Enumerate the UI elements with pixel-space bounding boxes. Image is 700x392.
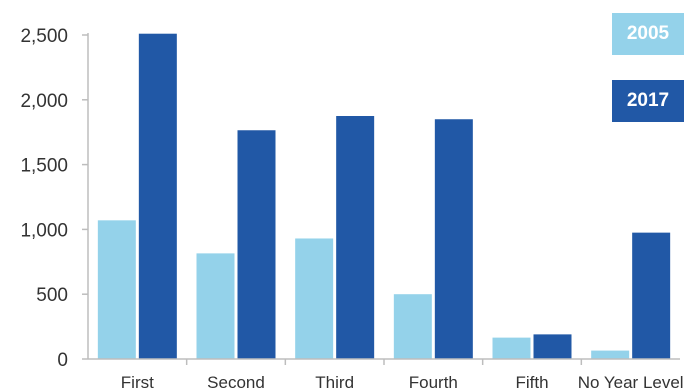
y-tick-label: 1,000 <box>20 220 68 241</box>
bar-2005-fifth <box>492 337 531 359</box>
x-tick-label: No Year Level <box>578 373 684 392</box>
y-tick-label: 2,500 <box>20 26 68 47</box>
bar-2017-second <box>237 130 276 359</box>
y-tick-label: 500 <box>36 285 68 306</box>
bar-2017-no-year-level <box>632 232 671 359</box>
y-axis: 0 500 1,000 1,500 2,000 2,500 <box>20 26 89 371</box>
y-tick-label: 2,000 <box>20 91 68 112</box>
bar-2005-no-year-level <box>591 350 630 359</box>
bar-2017-fourth <box>434 119 473 360</box>
legend-2005: 2005 <box>612 13 684 55</box>
bar-2017-first <box>138 33 177 359</box>
bars <box>97 33 671 360</box>
legend-2017: 2017 <box>612 80 684 122</box>
y-tick-label: 1,500 <box>20 156 68 177</box>
bar-2005-first <box>97 220 136 359</box>
x-tick-label: Fifth <box>515 373 548 392</box>
bar-2005-fourth <box>393 294 432 359</box>
bar-2005-second <box>196 253 235 359</box>
bar-2005-third <box>295 238 334 359</box>
bar-2017-third <box>336 116 375 359</box>
x-tick-label: Second <box>207 373 265 392</box>
x-tick-label: Third <box>315 373 354 392</box>
y-tick-label: 0 <box>57 350 68 371</box>
bar-2017-fifth <box>533 334 572 359</box>
x-tick-label: First <box>121 373 154 392</box>
x-axis: First Second Third Fourth Fifth No Year Level <box>88 358 684 392</box>
x-tick-label: Fourth <box>409 373 458 392</box>
